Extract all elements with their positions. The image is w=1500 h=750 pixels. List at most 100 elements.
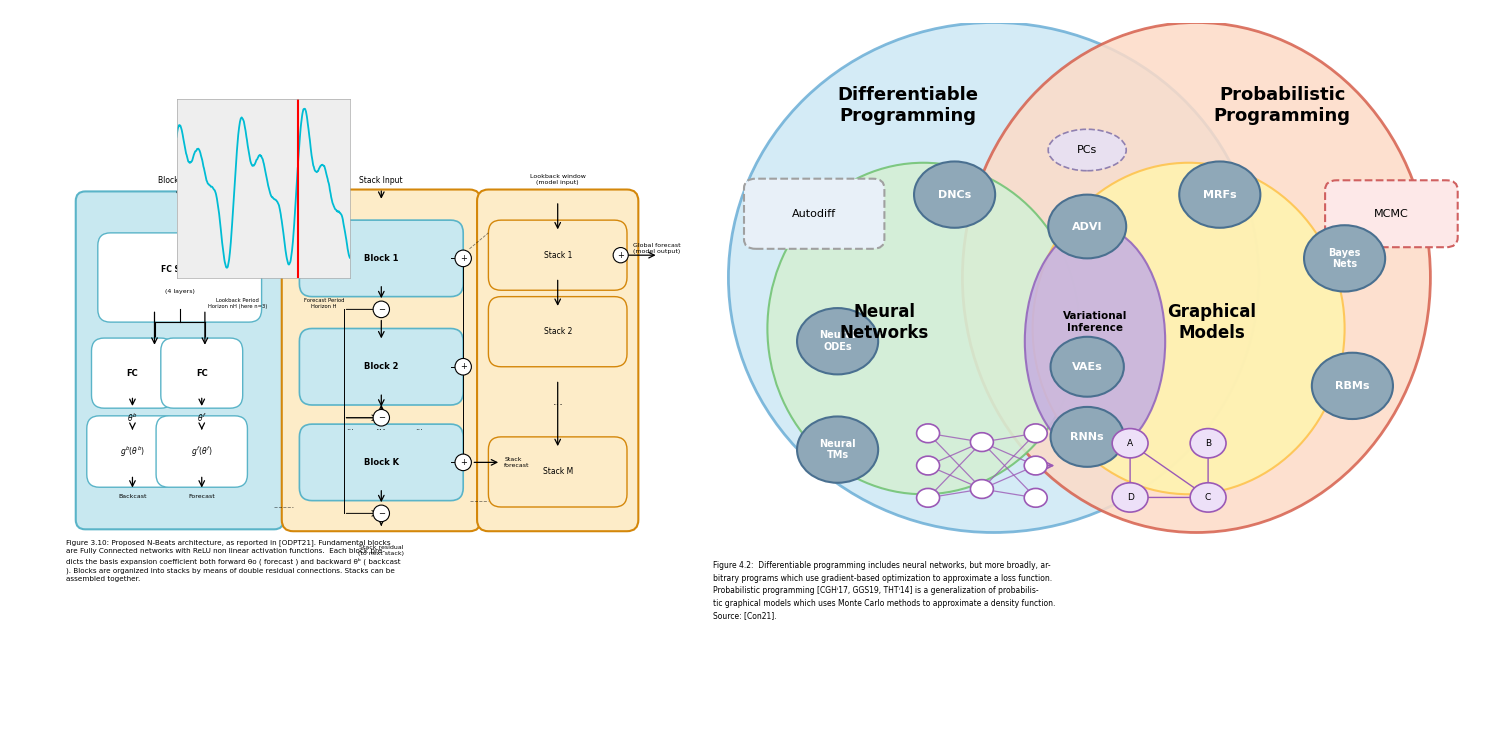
FancyBboxPatch shape	[300, 424, 464, 501]
Text: −: −	[378, 413, 386, 422]
Circle shape	[1112, 428, 1148, 458]
Text: Neural
Networks: Neural Networks	[840, 303, 928, 341]
Text: A: A	[1126, 439, 1132, 448]
Text: Block K: Block K	[364, 458, 399, 466]
Text: Variational
Inference: Variational Inference	[1064, 311, 1126, 333]
Circle shape	[970, 480, 993, 499]
Circle shape	[374, 301, 390, 318]
FancyBboxPatch shape	[744, 178, 885, 249]
Text: $\theta^b$: $\theta^b$	[128, 411, 138, 424]
Circle shape	[1312, 352, 1394, 419]
Text: Figure 4.2:  Differentiable programming includes neural networks, but more broad: Figure 4.2: Differentiable programming i…	[712, 561, 1054, 620]
Text: Stack Input: Stack Input	[360, 176, 404, 185]
Text: Stack residual
(to next stack): Stack residual (to next stack)	[358, 545, 405, 556]
Text: ...: ...	[346, 423, 354, 432]
Text: MCMC: MCMC	[1374, 209, 1408, 219]
Circle shape	[1112, 483, 1148, 512]
FancyBboxPatch shape	[160, 338, 243, 408]
Circle shape	[1190, 428, 1225, 458]
Circle shape	[1050, 407, 1124, 466]
FancyBboxPatch shape	[489, 220, 627, 290]
Text: ...: ...	[552, 397, 562, 406]
Circle shape	[916, 456, 939, 475]
Text: D: D	[1126, 493, 1134, 502]
FancyBboxPatch shape	[87, 416, 178, 488]
Text: +: +	[460, 254, 466, 263]
FancyBboxPatch shape	[477, 190, 639, 531]
Circle shape	[1304, 225, 1384, 292]
Circle shape	[1050, 337, 1124, 397]
Text: Forecast Period
Horizon H: Forecast Period Horizon H	[303, 298, 344, 309]
Circle shape	[916, 488, 939, 507]
Text: Block 2: Block 2	[364, 362, 399, 371]
Text: −: −	[378, 305, 386, 314]
Text: DNCs: DNCs	[938, 190, 970, 200]
Ellipse shape	[1024, 226, 1166, 456]
Circle shape	[1024, 424, 1047, 442]
Ellipse shape	[1032, 163, 1344, 494]
Text: −: −	[378, 509, 386, 518]
Text: $g^f(\theta^f)$: $g^f(\theta^f)$	[190, 444, 213, 459]
FancyBboxPatch shape	[282, 190, 482, 531]
Text: Backcast: Backcast	[118, 494, 147, 499]
Circle shape	[916, 424, 939, 442]
FancyBboxPatch shape	[489, 436, 627, 507]
FancyBboxPatch shape	[300, 328, 464, 405]
FancyBboxPatch shape	[300, 220, 464, 297]
FancyBboxPatch shape	[489, 297, 627, 367]
Ellipse shape	[768, 163, 1080, 494]
Circle shape	[374, 505, 390, 522]
Text: Forecast: Forecast	[189, 494, 214, 499]
Text: Global forecast
(model output): Global forecast (model output)	[633, 244, 681, 254]
Text: Bayes
Nets: Bayes Nets	[1329, 248, 1360, 269]
Text: C: C	[1204, 493, 1210, 502]
Text: Differentiable
Programming: Differentiable Programming	[837, 86, 978, 124]
Circle shape	[374, 410, 390, 426]
Text: FC: FC	[126, 368, 138, 377]
Text: +: +	[460, 458, 466, 466]
Ellipse shape	[729, 22, 1258, 532]
Circle shape	[1179, 161, 1260, 228]
Text: Block 1: Block 1	[364, 254, 399, 263]
Text: VAEs: VAEs	[1072, 362, 1102, 372]
Circle shape	[914, 161, 995, 228]
Text: Neural
TMs: Neural TMs	[819, 439, 856, 460]
Text: Block Input: Block Input	[158, 176, 201, 185]
Text: PCs: PCs	[1077, 145, 1098, 155]
Circle shape	[614, 248, 628, 262]
Text: Autodiff: Autodiff	[792, 209, 837, 219]
Ellipse shape	[963, 22, 1431, 532]
Text: $g^b(\theta^b)$: $g^b(\theta^b)$	[120, 444, 146, 459]
Circle shape	[454, 358, 471, 375]
Text: (4 layers): (4 layers)	[165, 289, 195, 294]
Text: Graphical
Models: Graphical Models	[1167, 303, 1257, 341]
Text: ...: ...	[376, 422, 387, 432]
Circle shape	[970, 433, 993, 451]
FancyBboxPatch shape	[75, 191, 284, 530]
Text: Lookback Period
Horizon nH (here n=3): Lookback Period Horizon nH (here n=3)	[207, 298, 267, 309]
Circle shape	[454, 250, 471, 267]
Text: Stack 1: Stack 1	[543, 251, 572, 260]
Text: B: B	[1204, 439, 1210, 448]
Text: Neural
ODEs: Neural ODEs	[819, 331, 856, 352]
Text: RBMs: RBMs	[1335, 381, 1370, 391]
Ellipse shape	[1048, 129, 1126, 171]
Text: FC Stack: FC Stack	[160, 266, 198, 274]
Text: ADVI: ADVI	[1072, 221, 1102, 232]
Circle shape	[454, 454, 471, 471]
Text: FC: FC	[196, 368, 207, 377]
Text: Stack 2: Stack 2	[543, 327, 572, 336]
Circle shape	[796, 308, 877, 374]
Text: Stack M: Stack M	[543, 467, 573, 476]
Text: +: +	[460, 362, 466, 371]
FancyBboxPatch shape	[156, 416, 248, 488]
FancyBboxPatch shape	[1324, 180, 1458, 248]
Circle shape	[1190, 483, 1225, 512]
Text: Figure 3.10: Proposed N-Beats architecture, as reported in [ODPT21]. Fundamental: Figure 3.10: Proposed N-Beats architectu…	[66, 538, 401, 582]
Text: +: +	[618, 251, 624, 260]
FancyBboxPatch shape	[98, 232, 261, 322]
Text: $\theta^f$: $\theta^f$	[196, 411, 207, 424]
Text: RNNs: RNNs	[1071, 432, 1104, 442]
Text: Stack
forecast: Stack forecast	[504, 457, 530, 468]
Text: Lookback window
(model input): Lookback window (model input)	[530, 174, 585, 185]
